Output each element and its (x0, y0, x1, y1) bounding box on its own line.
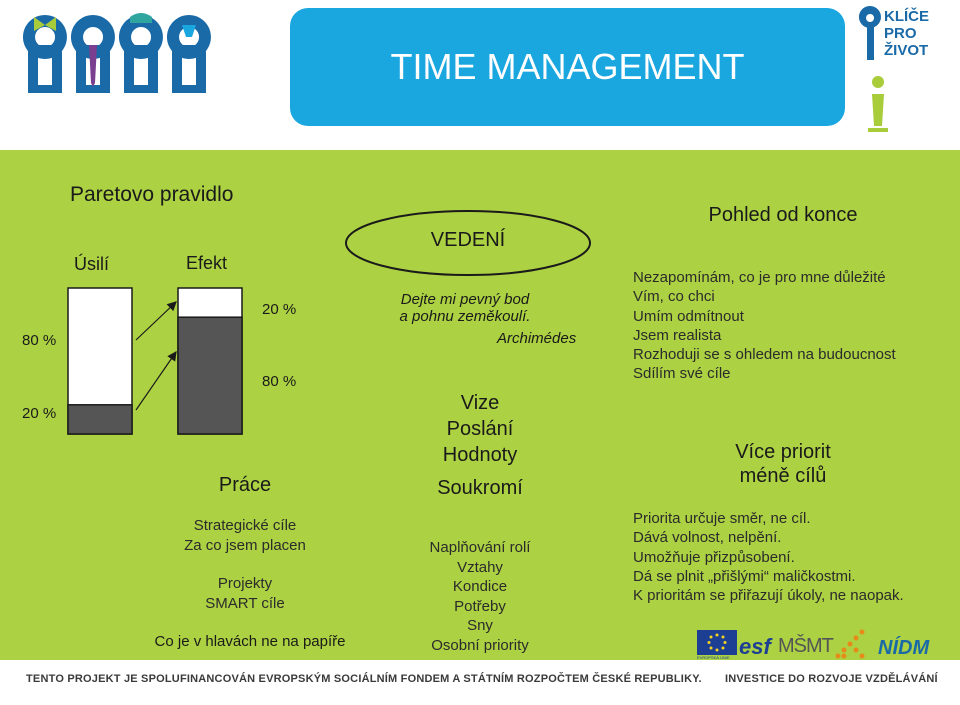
work-footer-line: Co je v hlavách ne na papíře (154, 633, 346, 650)
private-line: Vztahy (457, 558, 503, 576)
effort-top-percent: 80 % (22, 332, 57, 349)
end-view-line: Umím odmítnout (633, 307, 744, 325)
priorities-heading: Více priorit méně cílů (633, 440, 933, 488)
brand-line: PRO (884, 25, 917, 42)
effort-label: Úsilí (74, 254, 109, 274)
private-list: Naplňování rolí Vztahy Kondice Potřeby S… (380, 538, 580, 655)
dots-logo (835, 629, 865, 659)
leadership-heading: VEDENÍ (430, 229, 506, 251)
work-list-2: Projekty SMART cíle (140, 574, 350, 613)
end-view-line: Jsem realista (633, 326, 722, 344)
priority-line: Dá se plnit „přišlými“ maličkostmi. (633, 567, 856, 585)
priorities-heading-line: méně cílů (739, 465, 827, 487)
effect-label: Efekt (186, 253, 228, 273)
brand-line: KLÍČE (884, 8, 929, 25)
footer (0, 660, 960, 705)
priority-line: Dává volnost, nelpění. (633, 529, 782, 547)
quote-author: Archimédes (497, 330, 577, 347)
eu-flag-icon (697, 630, 737, 655)
footer-right-text: INVESTICE DO ROZVOJE VZDĚLÁVÁNÍ (725, 673, 938, 685)
value-item: Hodnoty (442, 444, 518, 466)
exclamation-icon (868, 76, 888, 132)
private-line: Potřeby (454, 597, 506, 615)
work-line: SMART cíle (205, 594, 285, 612)
work-list: Strategické cíle Za co jsem placen (140, 516, 350, 555)
value-item: Poslání (446, 418, 514, 440)
end-view-list: Nezapomínám, co je pro mne důležité Vím,… (633, 268, 896, 384)
quote: Dejte mi pevný bod a pohnu zeměkoulí. (370, 291, 560, 325)
effect-top-percent: 20 % (262, 301, 297, 318)
private-line: Naplňování rolí (429, 539, 531, 556)
effect-bottom-percent: 80 % (262, 373, 297, 390)
private-heading: Soukromí (437, 477, 523, 499)
arrow-bottom (135, 351, 177, 411)
key-icon (858, 6, 881, 60)
effect-bar-fill (177, 316, 243, 435)
private-line: Osobní priority (431, 636, 529, 654)
eu-label: EVROPSKÁ UNIE (697, 655, 730, 660)
private-line: Sny (467, 617, 493, 634)
priorities-heading-line: Více priorit (735, 441, 831, 463)
quote-line: Dejte mi pevný bod (400, 291, 530, 308)
values-list: Vize Poslání Hodnoty (380, 390, 580, 468)
effort-bottom-percent: 20 % (22, 405, 57, 422)
footer-left-text: TENTO PROJEKT JE SPOLUFINANCOVÁN EVROPSK… (26, 673, 702, 685)
effort-bar-fill (67, 404, 133, 435)
private-line: Kondice (452, 578, 508, 595)
keyhole-logo (22, 13, 211, 93)
esf-logo: esf (739, 634, 771, 659)
msmt-logo: MŠMT (778, 635, 834, 657)
leadership-ellipse (345, 210, 591, 276)
end-view-heading: Pohled od konce (708, 204, 858, 226)
quote-line: a pohnu zeměkoulí. (399, 308, 531, 325)
end-view-line: Sdílím své cíle (633, 365, 731, 383)
pareto-diagram (67, 287, 243, 435)
title-banner (290, 8, 845, 126)
page-title: TIME MANAGEMENT (390, 46, 745, 87)
work-heading: Práce (218, 474, 272, 496)
priority-line: Umožňuje přizpůsobení. (633, 548, 795, 566)
arrow-top (135, 301, 177, 341)
brand-logo: KLÍČE PRO ŽIVOT (884, 8, 929, 59)
priorities-list: Priorita určuje směr, ne cíl. Dává volno… (633, 509, 904, 605)
value-item: Vize (460, 392, 500, 414)
work-line: Za co jsem placen (184, 536, 306, 554)
end-view-line: Vím, co chci (633, 288, 715, 306)
end-view-line: Nezapomínám, co je pro mne důležité (633, 269, 886, 286)
priority-line: K prioritám se přiřazují úkoly, ne naopa… (633, 587, 904, 605)
pareto-title: Paretovo pravidlo (70, 183, 234, 206)
work-line: Projekty (217, 575, 273, 592)
work-line: Strategické cíle (193, 517, 297, 534)
content-panel (0, 150, 960, 660)
nidm-logo: NÍDM (878, 637, 930, 659)
brand-line: ŽIVOT (884, 42, 929, 59)
end-view-line: Rozhoduji se s ohledem na budoucnost (633, 346, 896, 364)
priority-line: Priorita určuje směr, ne cíl. (633, 510, 811, 527)
